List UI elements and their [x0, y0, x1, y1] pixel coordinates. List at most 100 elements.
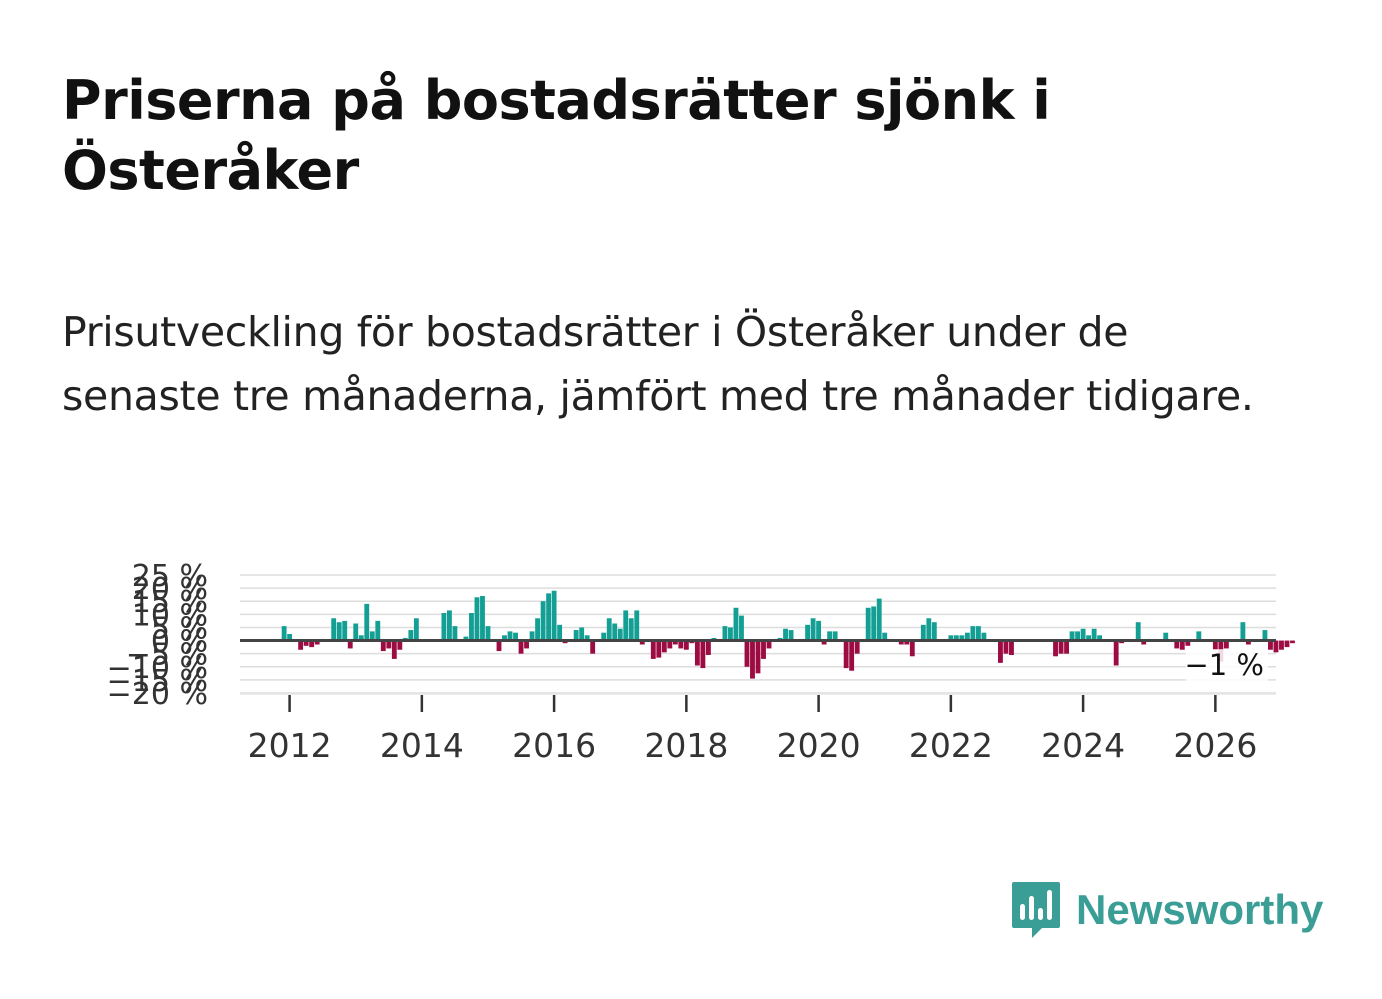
bar [413, 618, 419, 641]
bar [281, 626, 287, 641]
bar [650, 640, 656, 659]
bar [876, 598, 882, 641]
x-tick-label: 2026 [1173, 726, 1257, 765]
bar [1086, 635, 1092, 641]
bar [1284, 640, 1290, 648]
last-value-label-bg [1186, 649, 1268, 686]
y-tick-label: 0 % [151, 625, 208, 660]
bar [557, 624, 563, 641]
x-tick-label: 2022 [909, 726, 993, 765]
y-tick-label: 20 % [132, 572, 208, 607]
bar [1212, 640, 1218, 650]
bar [336, 622, 342, 641]
bar [948, 635, 954, 641]
bar [1069, 631, 1075, 641]
bar [783, 628, 788, 641]
bar [441, 613, 447, 641]
bar [1174, 640, 1180, 649]
bar [678, 640, 684, 649]
bar [739, 615, 744, 641]
bar-chart: 25 %20 %15 %10 %5 %0 %−5 %−10 %−15 %−20 … [107, 559, 1295, 765]
bar [975, 626, 981, 641]
bar [1064, 640, 1069, 654]
bar [347, 640, 353, 649]
bar [1262, 630, 1268, 641]
bar [546, 593, 552, 641]
bar [535, 618, 541, 641]
bar [391, 640, 397, 659]
chart-subtitle: Prisutveckling för bostadsrätter i Öster… [62, 308, 1254, 420]
bar [810, 618, 816, 641]
bar [683, 640, 689, 650]
bar [1196, 631, 1202, 641]
bar [909, 640, 915, 657]
bar [474, 597, 480, 641]
x-tick-label: 2020 [777, 726, 861, 765]
newsworthy-logo: Newsworthy [1010, 878, 1323, 942]
bar [766, 640, 772, 649]
bar [672, 640, 678, 645]
bar [998, 640, 1003, 663]
bar [1003, 640, 1009, 654]
bar [1058, 640, 1064, 654]
y-axis-labels: 25 %20 %15 %10 %5 %0 %−5 %−10 %−15 %−20 … [107, 559, 208, 712]
bar [639, 640, 645, 645]
bar [502, 635, 507, 641]
bar [865, 607, 871, 641]
bar [513, 632, 518, 641]
bar [761, 640, 766, 659]
bar [1053, 640, 1058, 657]
bar [854, 640, 860, 654]
bar [1245, 640, 1251, 645]
bar [667, 640, 673, 649]
bar [694, 640, 700, 666]
y-tick-label: −20 % [107, 677, 208, 712]
bar [788, 630, 794, 641]
y-tick-label: 10 % [132, 598, 208, 633]
bar [843, 640, 849, 669]
x-tick-label: 2014 [380, 726, 464, 765]
bar [551, 590, 557, 641]
bar [469, 613, 474, 641]
bar [959, 635, 965, 641]
y-tick-label: 15 % [132, 585, 208, 620]
x-tick-label: 2012 [248, 726, 332, 765]
bar [981, 632, 987, 641]
y-tick-label: −5 % [126, 638, 208, 673]
bar [722, 626, 728, 641]
bar [750, 640, 755, 679]
bar [970, 626, 976, 641]
bar [480, 595, 485, 641]
bar [529, 631, 535, 641]
bar [656, 640, 662, 658]
bar [898, 640, 904, 645]
bar [524, 640, 529, 649]
bar [755, 640, 761, 674]
bar [920, 624, 926, 641]
bar [342, 620, 348, 641]
bar [380, 640, 386, 652]
bar [617, 628, 623, 641]
bar [931, 622, 937, 641]
bar [953, 635, 959, 641]
bar [1113, 640, 1119, 666]
bar [904, 640, 910, 645]
last-value-annotation: −1 % [1184, 648, 1268, 686]
x-tick-label: 2024 [1041, 726, 1125, 765]
bar [1080, 628, 1086, 641]
bar [1009, 640, 1014, 655]
bar [700, 640, 706, 669]
bar [369, 631, 375, 641]
bar [871, 606, 877, 641]
bar [463, 636, 469, 641]
bar [408, 630, 414, 641]
bar [364, 603, 370, 641]
bar [964, 632, 970, 641]
x-axis: 2012 2014 2016 2018 2020 2022 2024 2026 [240, 693, 1276, 765]
bar [314, 640, 320, 645]
bar [386, 640, 392, 649]
bar [832, 631, 838, 641]
bar [579, 627, 585, 641]
bar [623, 610, 629, 641]
bar [926, 618, 932, 641]
